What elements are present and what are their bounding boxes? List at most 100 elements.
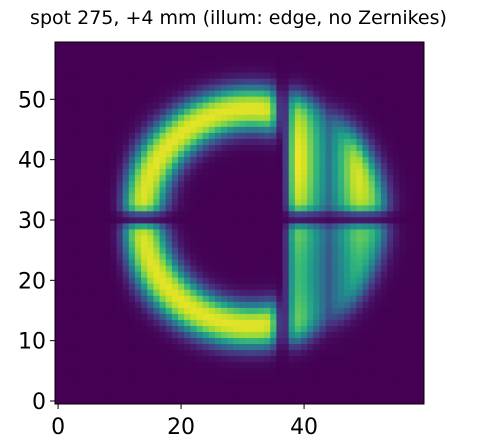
heatmap-cell bbox=[319, 102, 326, 109]
heatmap-cell bbox=[61, 325, 68, 332]
heatmap-cell bbox=[362, 150, 370, 158]
heatmap-cell bbox=[319, 66, 326, 73]
heatmap-cell bbox=[91, 186, 99, 194]
heatmap-cell bbox=[55, 102, 62, 109]
heatmap-cell bbox=[313, 132, 320, 139]
heatmap-cell bbox=[307, 162, 314, 170]
heatmap-cell bbox=[134, 259, 142, 266]
heatmap-cell bbox=[245, 289, 253, 296]
heatmap-cell bbox=[190, 229, 197, 236]
heatmap-cell bbox=[239, 138, 247, 145]
heatmap-cell bbox=[319, 223, 326, 230]
heatmap-cell bbox=[344, 355, 351, 363]
heatmap-cell bbox=[294, 60, 302, 67]
heatmap-cell bbox=[171, 210, 179, 218]
heatmap-cell bbox=[221, 253, 228, 260]
heatmap-cell bbox=[325, 96, 333, 103]
heatmap-cell bbox=[165, 397, 173, 405]
heatmap-cell bbox=[307, 385, 314, 393]
heatmap-cell bbox=[153, 42, 160, 49]
heatmap-cell bbox=[380, 331, 388, 339]
heatmap-cell bbox=[257, 132, 265, 139]
heatmap-cell bbox=[344, 289, 351, 296]
heatmap-cell bbox=[387, 283, 394, 290]
heatmap-cell bbox=[104, 331, 111, 339]
heatmap-cell bbox=[104, 271, 111, 278]
heatmap-cell bbox=[337, 301, 345, 308]
heatmap-cell bbox=[374, 198, 382, 206]
heatmap-cell bbox=[325, 168, 333, 176]
heatmap-cell bbox=[227, 361, 234, 369]
heatmap-cell bbox=[221, 204, 228, 212]
heatmap-cell bbox=[141, 60, 148, 67]
heatmap-cell bbox=[276, 295, 283, 302]
heatmap-cell bbox=[171, 337, 179, 345]
heatmap-cell bbox=[147, 223, 154, 230]
heatmap-cell bbox=[128, 186, 136, 194]
heatmap-cell bbox=[122, 120, 130, 127]
heatmap-cell bbox=[319, 307, 326, 314]
heatmap-cell bbox=[79, 367, 87, 375]
heatmap-cell bbox=[73, 289, 80, 296]
heatmap-cell bbox=[233, 66, 240, 73]
heatmap-cell bbox=[55, 271, 62, 278]
heatmap-cell bbox=[307, 174, 314, 182]
heatmap-cell bbox=[214, 265, 222, 272]
heatmap-cell bbox=[264, 174, 271, 182]
heatmap-cell bbox=[227, 259, 234, 266]
heatmap-cell bbox=[153, 198, 160, 206]
heatmap-cell bbox=[171, 198, 179, 206]
heatmap-cell bbox=[264, 168, 271, 176]
heatmap-cell bbox=[221, 174, 228, 182]
heatmap-cell bbox=[73, 192, 80, 200]
heatmap-cell bbox=[307, 108, 314, 115]
heatmap-cell bbox=[257, 277, 265, 284]
heatmap-cell bbox=[325, 319, 333, 326]
heatmap-cell bbox=[171, 42, 179, 49]
heatmap-cell bbox=[233, 361, 240, 369]
heatmap-cell bbox=[141, 96, 148, 103]
heatmap-cell bbox=[190, 78, 197, 85]
heatmap-cell bbox=[147, 397, 154, 405]
heatmap-cell bbox=[325, 66, 333, 73]
heatmap-cell bbox=[190, 259, 197, 266]
heatmap-cell bbox=[233, 138, 240, 145]
heatmap-cell bbox=[73, 313, 80, 320]
heatmap-cell bbox=[104, 66, 111, 73]
heatmap-cell bbox=[165, 66, 173, 73]
heatmap-cell bbox=[251, 126, 259, 133]
heatmap-cell bbox=[270, 319, 277, 326]
heatmap-cell bbox=[165, 277, 173, 284]
heatmap-cell bbox=[270, 60, 277, 67]
heatmap-cell bbox=[141, 385, 148, 393]
heatmap-cell bbox=[350, 126, 357, 133]
heatmap-cell bbox=[141, 343, 148, 351]
heatmap-cell bbox=[128, 162, 136, 170]
heatmap-cell bbox=[85, 210, 93, 218]
heatmap-cell bbox=[85, 168, 93, 176]
heatmap-cell bbox=[67, 186, 74, 194]
heatmap-cell bbox=[221, 60, 228, 67]
heatmap-cell bbox=[79, 204, 87, 212]
heatmap-cell bbox=[178, 235, 185, 242]
heatmap-cell bbox=[122, 253, 130, 260]
heatmap-cell bbox=[350, 150, 357, 158]
heatmap-cell bbox=[294, 271, 302, 278]
heatmap-cell bbox=[227, 204, 234, 212]
heatmap-cell bbox=[165, 132, 173, 139]
heatmap-cell bbox=[85, 325, 93, 332]
heatmap-cell bbox=[196, 84, 203, 91]
heatmap-cell bbox=[221, 162, 228, 170]
heatmap-cell bbox=[98, 90, 105, 97]
heatmap-cell bbox=[301, 235, 308, 242]
heatmap-cell bbox=[104, 162, 111, 170]
heatmap-cell bbox=[221, 48, 228, 55]
heatmap-cell bbox=[190, 126, 197, 133]
heatmap-cell bbox=[239, 168, 247, 176]
heatmap-cell bbox=[171, 102, 179, 109]
heatmap-cell bbox=[313, 271, 320, 278]
heatmap-cell bbox=[196, 301, 203, 308]
heatmap-cell bbox=[257, 144, 265, 151]
heatmap-cell bbox=[362, 138, 370, 145]
heatmap-cell bbox=[294, 343, 302, 351]
